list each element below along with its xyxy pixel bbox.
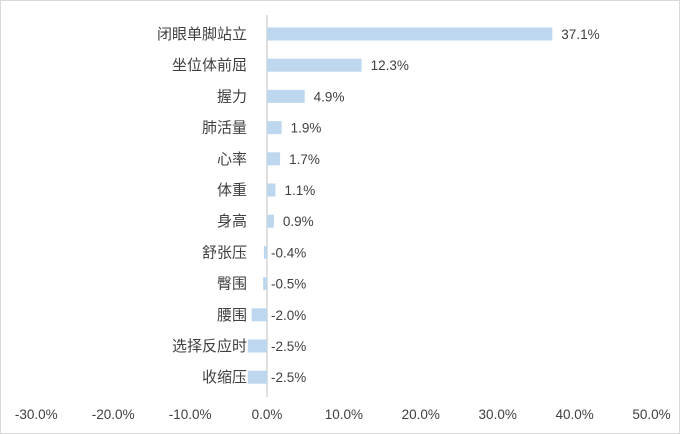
bar-6 — [267, 214, 274, 228]
data-label: -2.0% — [271, 308, 306, 323]
category-label: 收缩压 — [202, 368, 247, 386]
category-label: 臀围 — [217, 275, 247, 293]
bar-7 — [263, 245, 267, 259]
bar-5 — [267, 183, 276, 197]
data-label: -2.5% — [271, 339, 306, 354]
bar-11 — [247, 370, 267, 384]
x-tick-label: 0.0% — [252, 407, 283, 422]
data-label: 12.3% — [371, 58, 409, 73]
category-label: 腰围 — [217, 306, 247, 324]
data-label: -0.4% — [271, 245, 306, 260]
data-label: 1.7% — [289, 152, 320, 167]
bar-2 — [267, 89, 305, 103]
category-label: 舒张压 — [202, 243, 247, 261]
category-label: 握力 — [217, 87, 247, 105]
data-label: 0.9% — [283, 214, 314, 229]
data-label: 1.1% — [284, 183, 315, 198]
bar-3 — [267, 121, 282, 135]
bar-8 — [263, 277, 267, 291]
x-tick-label: 10.0% — [325, 407, 363, 422]
bar-0 — [267, 27, 553, 41]
x-tick-label: -30.0% — [15, 407, 58, 422]
data-label: -0.5% — [271, 277, 306, 292]
category-label: 坐位体前屈 — [172, 56, 247, 74]
x-tick-label: 50.0% — [632, 407, 670, 422]
category-label: 心率 — [217, 150, 247, 168]
x-tick-label: -10.0% — [169, 407, 212, 422]
category-label: 身高 — [217, 212, 247, 230]
category-label: 选择反应时 — [172, 337, 247, 355]
x-tick-label: 40.0% — [555, 407, 593, 422]
data-label: 37.1% — [561, 27, 599, 42]
category-label: 肺活量 — [202, 119, 247, 137]
x-tick-label: 20.0% — [402, 407, 440, 422]
bar-1 — [267, 58, 362, 72]
category-label: 闭眼单脚站立 — [157, 25, 247, 43]
data-label: -2.5% — [271, 370, 306, 385]
data-label: 4.9% — [314, 89, 345, 104]
bar-10 — [247, 339, 267, 353]
x-tick-label: 30.0% — [479, 407, 517, 422]
bar-4 — [267, 152, 281, 166]
bar-9 — [251, 308, 267, 322]
category-label: 体重 — [217, 181, 247, 199]
x-tick-label: -20.0% — [92, 407, 135, 422]
data-label: 1.9% — [291, 121, 322, 136]
